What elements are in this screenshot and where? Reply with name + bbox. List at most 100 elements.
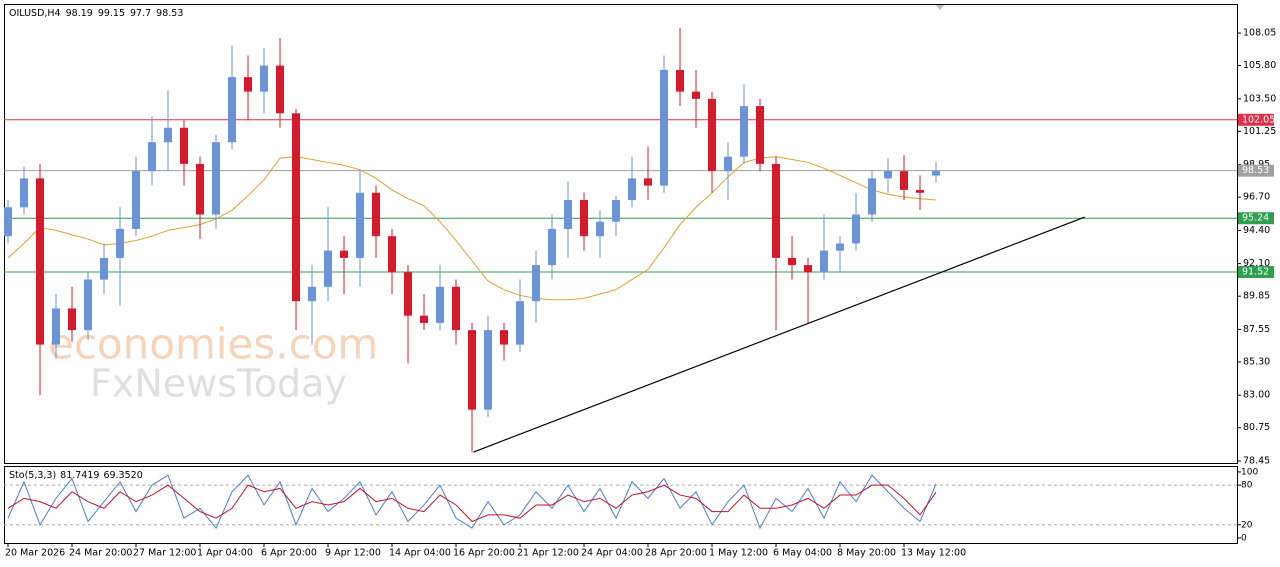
candle-body — [292, 113, 300, 302]
candle-body — [788, 257, 796, 266]
candle-body — [484, 330, 492, 410]
candle-body — [452, 286, 460, 331]
candle-body — [612, 200, 620, 222]
candle-body — [468, 330, 476, 410]
candle-body — [180, 127, 188, 164]
stoch-name: Sto(5,3,3) — [9, 470, 56, 481]
y-tick-label: 108.05 — [1243, 28, 1276, 39]
x-tick-label: 13 May 12:00 — [901, 548, 966, 559]
x-tick-label: 28 Apr 20:00 — [645, 548, 707, 559]
level-label: 91.52 — [1242, 267, 1269, 278]
candle-body — [708, 98, 716, 172]
candle-body — [100, 257, 108, 280]
stoch-tick-label: 100 — [1241, 467, 1258, 477]
level-label: 95.24 — [1242, 213, 1269, 224]
indicator-panel — [4, 466, 1238, 544]
symbol: OILUSD,H4 — [9, 8, 61, 19]
watermark: economies.com — [48, 320, 378, 369]
stoch-tick-label: 80 — [1241, 481, 1253, 491]
x-tick-label: 24 Mar 20:00 — [69, 548, 132, 559]
candle-body — [884, 171, 892, 179]
candle-body — [52, 308, 60, 345]
ohlc-value: 98.19 — [66, 8, 93, 19]
candle-body — [164, 127, 172, 143]
x-tick-label: 1 Apr 04:00 — [197, 548, 253, 559]
y-tick-label: 85.30 — [1243, 356, 1270, 367]
candle-body — [660, 69, 668, 186]
ohlc-value: 97.7 — [130, 8, 151, 19]
candle-body — [580, 200, 588, 237]
stoch-tick-label: 20 — [1241, 520, 1253, 530]
candle-body — [20, 178, 28, 208]
y-tick-label: 103.50 — [1243, 93, 1276, 104]
candle-body — [116, 228, 124, 258]
trendline — [473, 216, 1086, 453]
candle-body — [260, 65, 268, 92]
stoch-tick-label: 0 — [1241, 533, 1247, 543]
y-tick-label: 94.40 — [1243, 225, 1270, 236]
stoch-k — [7, 474, 937, 530]
candle-body — [548, 228, 556, 266]
candle-body — [644, 178, 652, 186]
candle-body — [196, 163, 204, 215]
ohlc-value: 99.15 — [98, 8, 125, 19]
level-label-box — [1238, 164, 1274, 177]
candle-body — [596, 221, 604, 237]
stoch-label: Sto(5,3,3) 81.7419 69.3520 — [9, 470, 143, 481]
shift-marker — [936, 5, 944, 10]
candle-body — [68, 308, 76, 331]
y-tick-label: 89.85 — [1243, 291, 1270, 302]
x-tick-label: 8 May 20:00 — [837, 548, 896, 559]
candle-body — [372, 192, 380, 237]
candle-body — [516, 301, 524, 345]
level-label-box — [1238, 113, 1274, 126]
candle-body — [132, 171, 140, 229]
stoch-d — [7, 484, 937, 523]
candle-body — [324, 250, 332, 287]
candle-body — [308, 286, 316, 302]
x-tick-label: 27 Mar 12:00 — [133, 548, 196, 559]
candle-body — [420, 315, 428, 323]
candle-body — [276, 65, 284, 114]
candle-body — [852, 214, 860, 244]
candle-body — [340, 250, 348, 258]
x-tick-label: 16 Apr 20:00 — [453, 548, 515, 559]
candle-body — [84, 279, 92, 331]
candle-body — [388, 236, 396, 273]
chart-header: OILUSD,H4 98.19 99.15 97.7 98.53 — [9, 8, 183, 19]
x-tick-label: 9 Apr 12:00 — [325, 548, 381, 559]
candle-body — [500, 330, 508, 345]
x-tick-label: 20 Mar 2026 — [5, 548, 65, 559]
candle-body — [932, 170, 940, 176]
candle-body — [900, 171, 908, 190]
candle-body — [36, 178, 44, 345]
y-tick-label: 105.80 — [1243, 60, 1276, 71]
y-tick-label: 80.75 — [1243, 422, 1270, 433]
candle-body — [916, 189, 924, 193]
candle-body — [772, 163, 780, 258]
candle-body — [244, 77, 252, 92]
candle-body — [868, 178, 876, 215]
candle-body — [804, 265, 812, 273]
y-tick-label: 92.10 — [1243, 258, 1270, 269]
candle-body — [692, 91, 700, 99]
y-tick-label: 87.55 — [1243, 324, 1270, 335]
ohlc-value: 98.53 — [156, 8, 183, 19]
candle-body — [724, 156, 732, 172]
x-tick-label: 1 May 12:00 — [709, 548, 768, 559]
candle-body — [756, 106, 764, 164]
candle-body — [148, 142, 156, 172]
level-label: 98.53 — [1242, 165, 1269, 176]
candle-body — [532, 265, 540, 302]
candle-body — [740, 106, 748, 157]
candle-body — [836, 243, 844, 251]
y-tick-label: 98.95 — [1243, 159, 1270, 170]
candle-body — [4, 207, 12, 237]
y-tick-label: 78.45 — [1243, 455, 1270, 466]
x-tick-label: 24 Apr 04:00 — [581, 548, 643, 559]
x-tick-label: 6 May 04:00 — [773, 548, 832, 559]
